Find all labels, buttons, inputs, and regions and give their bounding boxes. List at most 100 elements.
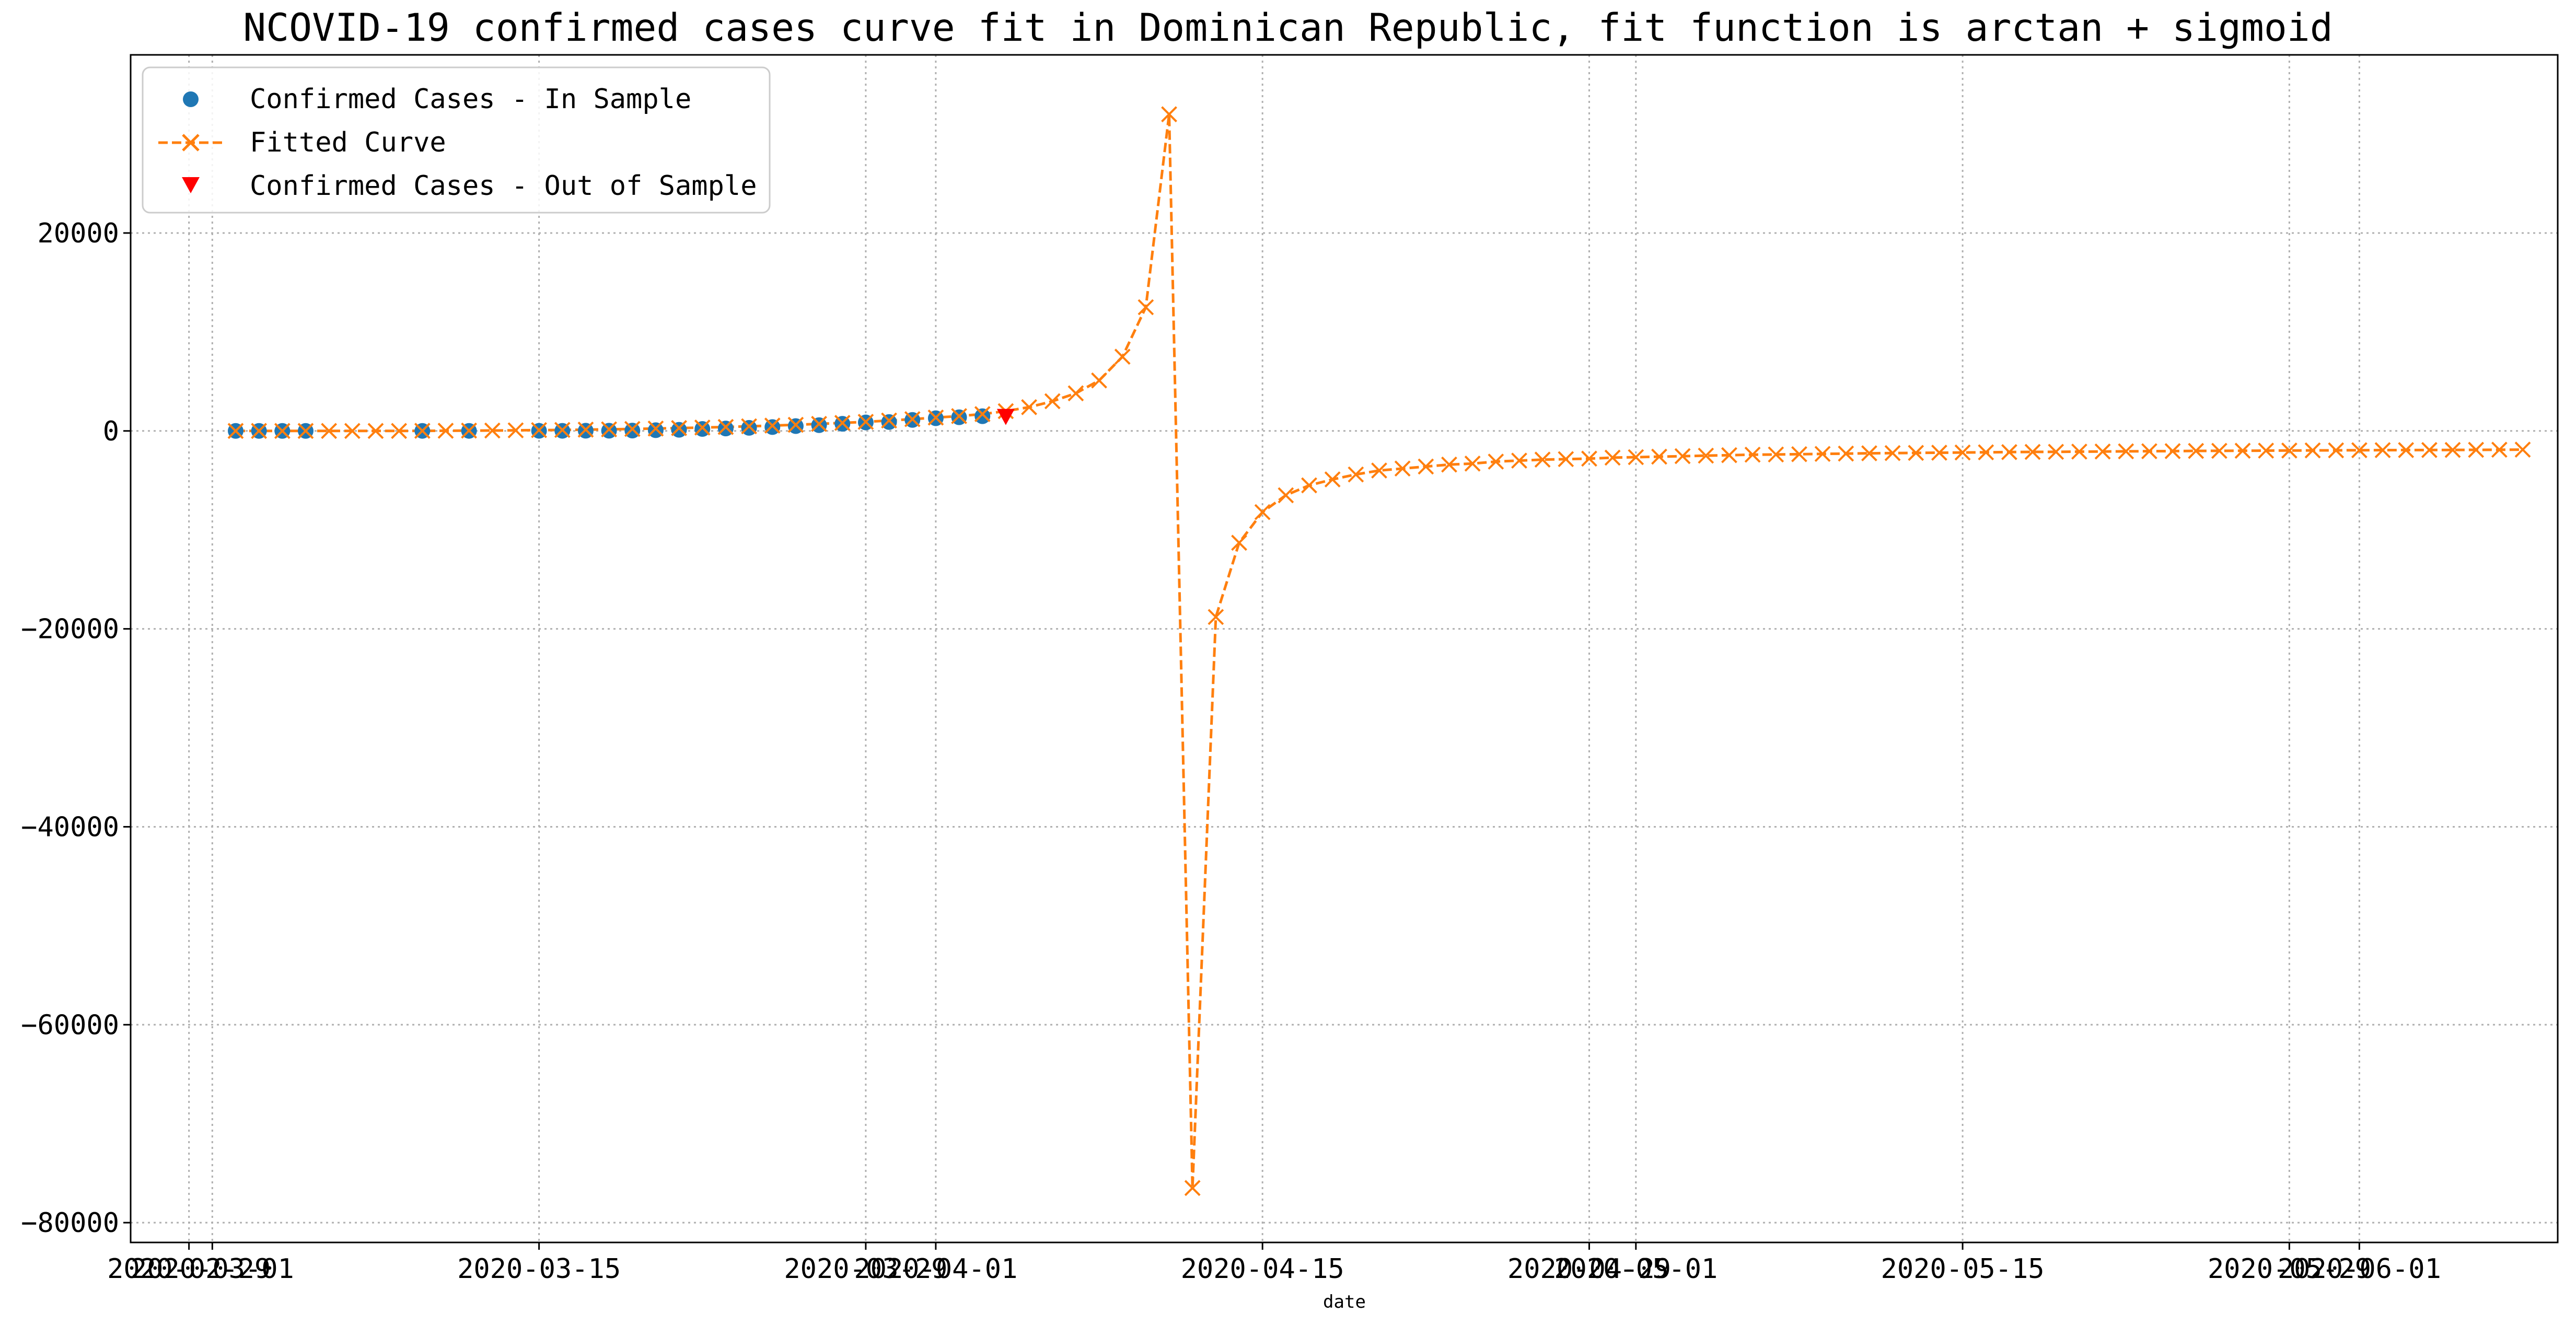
in-sample-point <box>741 420 757 436</box>
markers <box>227 106 2531 1196</box>
x-tick-label: 2020-05-15 <box>1881 1253 2045 1285</box>
plot-area-frame <box>130 54 2559 1243</box>
fitted-curve-point <box>1791 446 1807 462</box>
fitted-curve-point <box>531 422 548 438</box>
fitted-curve-point <box>1348 466 1364 483</box>
fitted-curve-point <box>1698 447 1714 464</box>
fitted-curve-point <box>1511 452 1527 469</box>
fitted-curve-point <box>2398 442 2415 458</box>
fitted-curve-point <box>1838 445 1854 462</box>
fitted-curve-point <box>577 421 594 438</box>
fitted-curve-point <box>904 411 921 427</box>
fitted-curve-point <box>1091 372 1107 389</box>
fitted-curve-line-group <box>236 114 2523 1188</box>
fitted-curve-point <box>437 422 454 439</box>
fitted-curve-point <box>1324 471 1341 488</box>
fitted-curve-point <box>1394 460 1411 477</box>
fitted-curve-point <box>1301 477 1317 494</box>
x-axis-label: date <box>1323 1292 1366 1312</box>
fitted-curve-point <box>881 412 897 429</box>
x-tick-label: 2020-06-01 <box>2278 1253 2441 1285</box>
fitted-curve-point <box>2141 443 2157 460</box>
fitted-curve-point <box>2094 443 2111 460</box>
fitted-curve-point <box>2328 442 2345 459</box>
legend-box <box>142 66 771 214</box>
fitted-curve-point <box>2351 442 2368 459</box>
fitted-curve-point <box>1441 456 1457 473</box>
y-tick-label: 20000 <box>37 218 119 249</box>
y-axis-ticks: 20000 0 −20000 −40000 −60000 −80000 <box>21 218 131 1239</box>
fitted-curve-point <box>2211 443 2227 459</box>
legend-label-in-sample: Confirmed Cases - In Sample <box>250 84 691 115</box>
fitted-curve-point <box>251 423 268 439</box>
legend-label-fitted: Fitted Curve <box>250 127 446 158</box>
fitted-curve-point <box>1208 609 1224 625</box>
in-sample-point <box>624 423 641 439</box>
in-sample-point <box>974 408 991 424</box>
fitted-curve-point <box>367 423 384 439</box>
fitted-curve-point <box>671 420 688 436</box>
fitted-curve-point <box>927 409 944 426</box>
x-tick-label: 2020-05-01 <box>1554 1253 1718 1285</box>
fitted-curve-point <box>1674 448 1691 464</box>
fitted-curve-point <box>554 422 571 438</box>
fitted-curve-point <box>1114 348 1131 365</box>
fitted-curve-point <box>951 408 967 424</box>
fitted-curve-point <box>1044 393 1061 410</box>
fitted-curve-point <box>1768 446 1784 463</box>
fitted-curve-point <box>484 422 501 439</box>
fitted-curve-point <box>507 422 524 439</box>
fitted-curve-line <box>236 114 2523 1188</box>
fitted-curve-point <box>1138 299 1154 316</box>
fitted-curve-point <box>1067 385 1084 402</box>
x-tick-label: 2020-04-15 <box>1181 1253 1344 1285</box>
fitted-curve-point <box>974 406 991 422</box>
fitted-curve-point <box>2188 443 2204 459</box>
fitted-curve-point <box>1978 444 1994 461</box>
fitted-curve-point <box>2421 441 2438 458</box>
fitted-curve-point <box>2118 443 2134 460</box>
chart-title: NCOVID-19 confirmed cases curve fit in D… <box>243 6 2333 50</box>
fitted-curve-point <box>764 417 781 434</box>
fitted-curve-point <box>2281 442 2297 459</box>
fitted-curve-point <box>2468 441 2485 458</box>
y-tick-label: −40000 <box>21 811 119 843</box>
y-tick-label: −80000 <box>21 1207 119 1239</box>
x-tick-label: 2020-02-29 <box>107 1253 271 1285</box>
x-axis-ticks: 2020-03-01 2020-03-15 2020-04-01 2020-04-15… <box>107 1242 2441 1285</box>
fitted-curve-point <box>1278 487 1294 504</box>
fitted-curve-point <box>1861 445 1877 462</box>
fitted-curve-point <box>2514 441 2531 458</box>
fitted-curve-point <box>461 422 478 439</box>
fitted-curve-point <box>2164 443 2181 459</box>
fitted-curve-point <box>1908 445 1924 461</box>
fitted-curve-point <box>1161 106 1177 123</box>
fitted-curve-point <box>1721 447 1737 463</box>
fitted-curve-point <box>227 423 244 439</box>
fitted-curve-point <box>414 423 431 439</box>
fitted-curve-point <box>601 421 618 438</box>
fitted-curve-point <box>1534 451 1551 468</box>
fitted-curve-point <box>811 415 827 432</box>
x-tick-label: 2020-03-01 <box>131 1253 294 1285</box>
in-sample-point <box>647 422 664 438</box>
legend-marker-in-sample <box>183 91 199 107</box>
fitted-curve-point <box>297 423 314 439</box>
fitted-curve-point <box>344 423 361 439</box>
fitted-curve-point <box>2444 441 2461 458</box>
fitted-curve-point <box>1418 458 1434 475</box>
fitted-curve-point <box>1021 399 1037 415</box>
fitted-curve-point <box>787 416 804 433</box>
fitted-curve-point <box>2071 443 2087 460</box>
legend-marker-out-sample <box>182 177 200 193</box>
fitted-curve-point <box>1254 504 1271 520</box>
x-tick-label: 2020-04-29 <box>1507 1253 1671 1285</box>
fitted-curve-point <box>717 419 734 435</box>
fitted-curve-point <box>321 423 338 439</box>
fitted-curve-point <box>1488 454 1504 470</box>
fitted-curve-point <box>1954 444 1971 461</box>
in-sample-point <box>717 421 734 437</box>
fitted-curve-point <box>2491 441 2508 458</box>
x-tick-label: 2020-04-01 <box>854 1253 1017 1285</box>
